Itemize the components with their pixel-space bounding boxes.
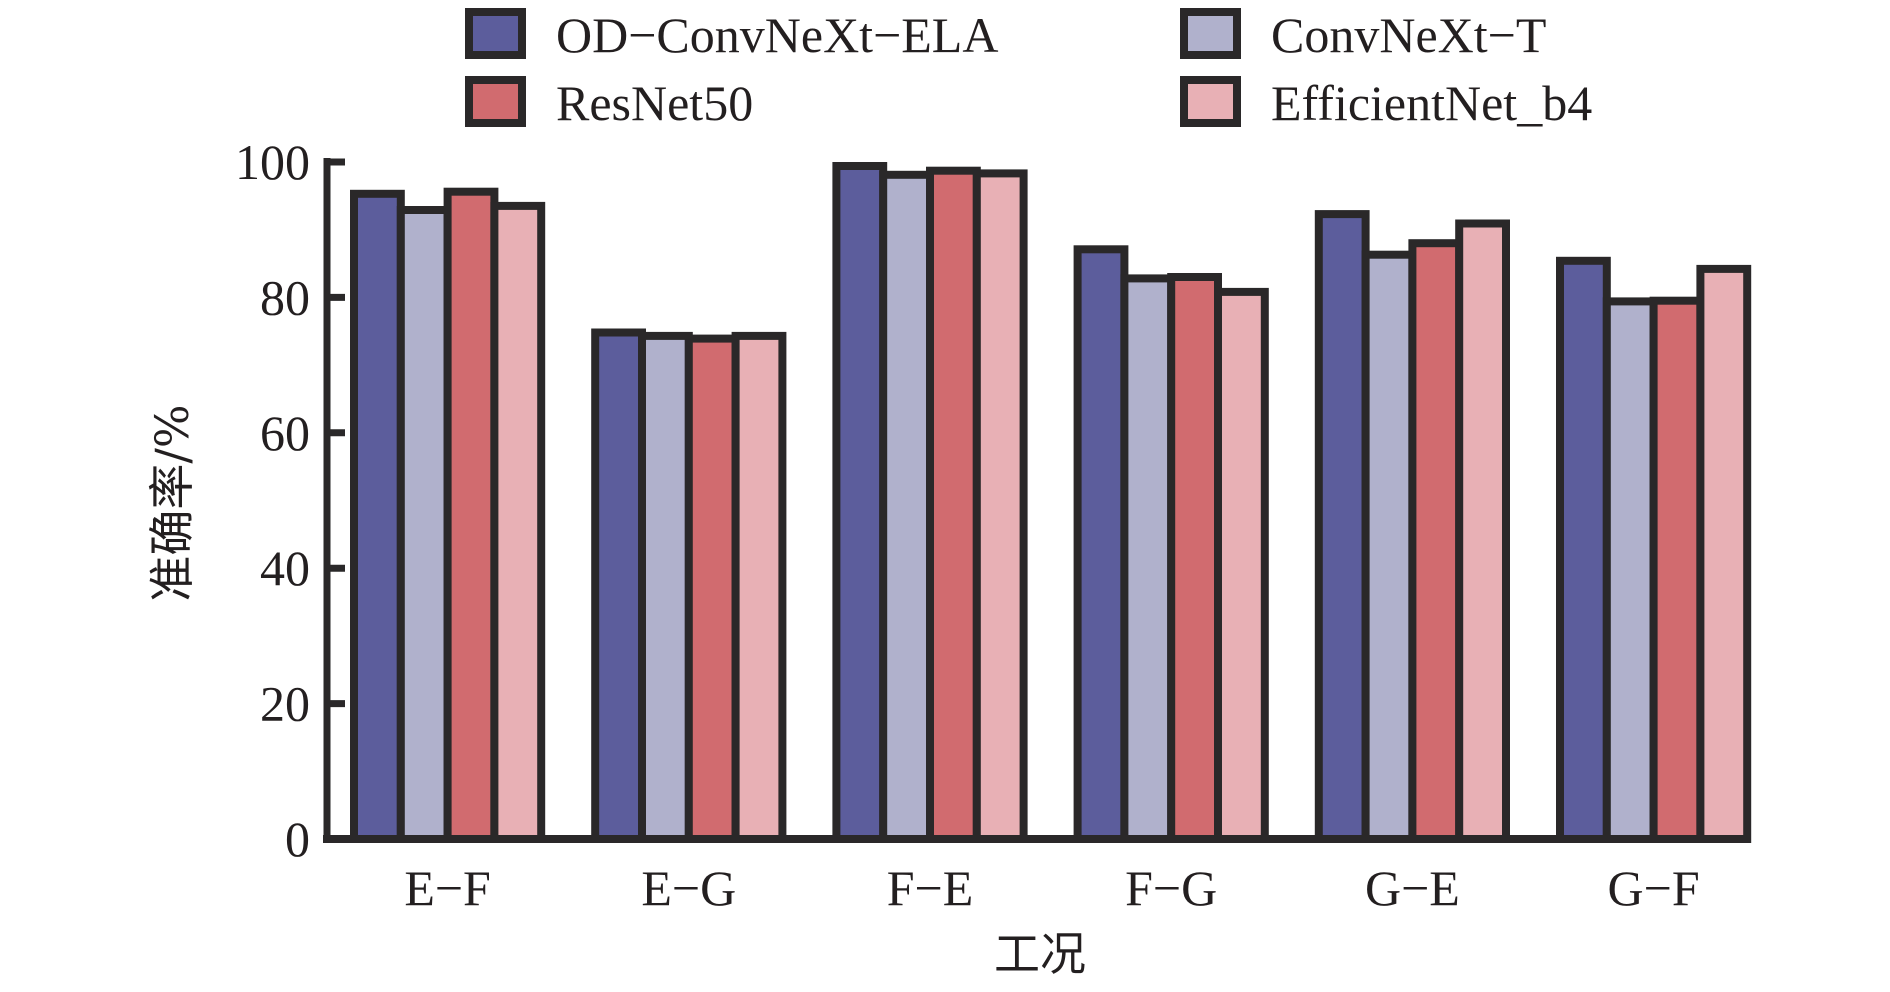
bar-fe-series-2 bbox=[926, 166, 981, 843]
bar-ge-series-1 bbox=[1361, 250, 1417, 843]
legend: OD−ConvNeXt−ELA ConvNeXt−T ResNet50 Efficie… bbox=[465, 7, 1592, 131]
y-tick-label: 60 bbox=[260, 405, 310, 461]
bar-ef-series-2 bbox=[443, 187, 499, 843]
bar-fe-series-3 bbox=[972, 169, 1028, 843]
bar-ge-series-3 bbox=[1455, 219, 1510, 843]
bar-eg-series-0 bbox=[591, 328, 647, 843]
y-tick-label: 100 bbox=[235, 134, 310, 190]
legend-label: ResNet50 bbox=[556, 75, 753, 131]
y-tick-label: 20 bbox=[260, 676, 310, 732]
x-tick-label: E−F bbox=[404, 860, 491, 916]
legend-item: OD−ConvNeXt−ELA bbox=[465, 7, 998, 63]
bar-gf-series-3 bbox=[1696, 264, 1752, 843]
bar-eg-series-2 bbox=[684, 334, 740, 843]
bar-fg-series-3 bbox=[1214, 287, 1269, 843]
legend-swatch bbox=[1180, 76, 1241, 127]
x-tick-label: G−F bbox=[1608, 860, 1700, 916]
bar-fe-series-0 bbox=[832, 162, 888, 843]
bar-eg-series-3 bbox=[731, 331, 787, 843]
bar-fg-series-2 bbox=[1167, 273, 1222, 843]
legend-swatch bbox=[1180, 8, 1241, 59]
legend-swatch bbox=[465, 8, 526, 59]
legend-label: EfficientNet_b4 bbox=[1271, 75, 1592, 131]
bar-ef-series-3 bbox=[490, 201, 546, 843]
legend-swatch bbox=[465, 76, 526, 127]
bar-gf-series-2 bbox=[1649, 296, 1705, 843]
bar-ef-series-1 bbox=[396, 206, 452, 843]
bar-ge-series-2 bbox=[1408, 239, 1464, 843]
legend-label: OD−ConvNeXt−ELA bbox=[556, 7, 998, 63]
legend-item: EfficientNet_b4 bbox=[1180, 75, 1592, 131]
legend-label: ConvNeXt−T bbox=[1271, 7, 1546, 63]
bar-ge-series-0 bbox=[1314, 210, 1370, 844]
bars bbox=[350, 162, 1752, 844]
bar-fg-series-0 bbox=[1073, 245, 1129, 844]
legend-item: ConvNeXt−T bbox=[1180, 7, 1546, 63]
y-ticks: 0 20 40 60 80 100 bbox=[235, 134, 345, 867]
y-axis-title: 准确率/% bbox=[145, 404, 199, 601]
axes bbox=[323, 158, 1747, 843]
bar-fg-series-1 bbox=[1120, 274, 1176, 843]
y-tick-label: 0 bbox=[285, 811, 310, 867]
x-tick-label: G−E bbox=[1365, 860, 1460, 916]
x-ticks: E−F E−G F−E F−G G−E G−F bbox=[404, 860, 1699, 916]
bar-gf-series-1 bbox=[1602, 297, 1658, 843]
bar-fe-series-1 bbox=[879, 170, 935, 844]
y-tick-label: 80 bbox=[260, 269, 310, 325]
legend-item: ResNet50 bbox=[465, 75, 753, 131]
bar-ef-series-0 bbox=[350, 189, 405, 844]
x-axis-title: 工况 bbox=[994, 927, 1086, 981]
bar-gf-series-0 bbox=[1556, 256, 1611, 843]
x-tick-label: E−G bbox=[641, 860, 736, 916]
x-tick-label: F−E bbox=[887, 860, 974, 916]
y-tick-label: 40 bbox=[260, 540, 310, 596]
x-tick-label: F−G bbox=[1125, 860, 1217, 916]
bar-eg-series-1 bbox=[638, 331, 693, 843]
